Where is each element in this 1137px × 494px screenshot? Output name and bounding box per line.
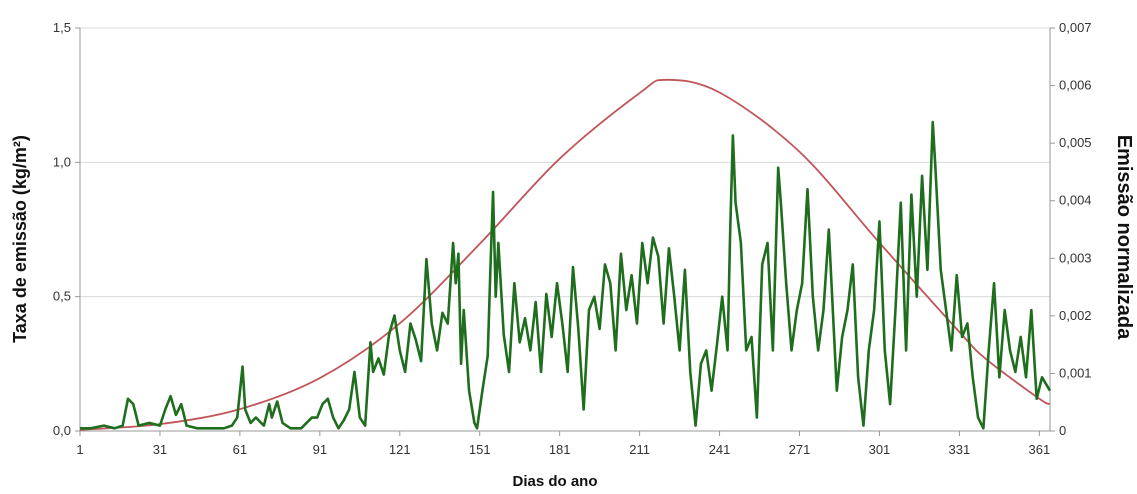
x-tick-label: 331 [949, 442, 971, 457]
y-right-tick-label: 0,005 [1059, 135, 1092, 150]
left-y-axis-title: Taxa de emissão (kg/m²) [10, 135, 30, 343]
axes [79, 28, 1051, 432]
y-right-tick-label: 0,003 [1059, 250, 1092, 265]
y-left-tick-label: 0,5 [53, 289, 71, 304]
y-left-tick-label: 0,0 [53, 423, 71, 438]
x-axis-title: Dias do ano [512, 473, 597, 490]
y-right-tick-label: 0,001 [1059, 365, 1092, 380]
x-tick-label: 151 [469, 442, 491, 457]
plot-area [79, 78, 1052, 431]
y-left-tick-label: 1,0 [53, 154, 71, 169]
y-right-tick-label: 0,006 [1059, 78, 1092, 93]
y-right-tick-label: 0,002 [1059, 308, 1092, 323]
right-y-axis-title: Emissão normalizada [1113, 135, 1135, 340]
left-y-axis-ticks: 0,0 0,5 1,0 1,5 [53, 20, 80, 438]
emission-rate-line [80, 120, 1052, 430]
x-tick-label: 271 [789, 442, 811, 457]
x-tick-label: 1 [76, 442, 83, 457]
gridlines [80, 27, 1050, 432]
x-tick-label: 211 [629, 442, 650, 457]
normalized-emission-line [79, 78, 1051, 431]
right-y-axis-ticks: 0 0,001 0,002 0,003 0,004 0,005 0,006 0,007 [1050, 20, 1092, 438]
y-left-tick-label: 1,5 [53, 20, 71, 35]
x-tick-label: 301 [869, 442, 891, 457]
x-tick-label: 61 [233, 442, 247, 457]
y-right-tick-label: 0,004 [1059, 193, 1092, 208]
x-tick-label: 121 [389, 442, 411, 457]
y-right-tick-label: 0,007 [1059, 20, 1092, 35]
y-right-tick-label: 0 [1059, 423, 1066, 438]
x-tick-label: 181 [549, 442, 571, 457]
x-tick-label: 241 [709, 442, 731, 457]
x-tick-label: 91 [313, 442, 327, 457]
x-tick-label: 361 [1028, 442, 1050, 457]
x-tick-label: 31 [153, 442, 167, 457]
x-axis-ticks: 1 31 61 91 121 151 181 211 241 271 301 331 361 [76, 431, 1050, 457]
